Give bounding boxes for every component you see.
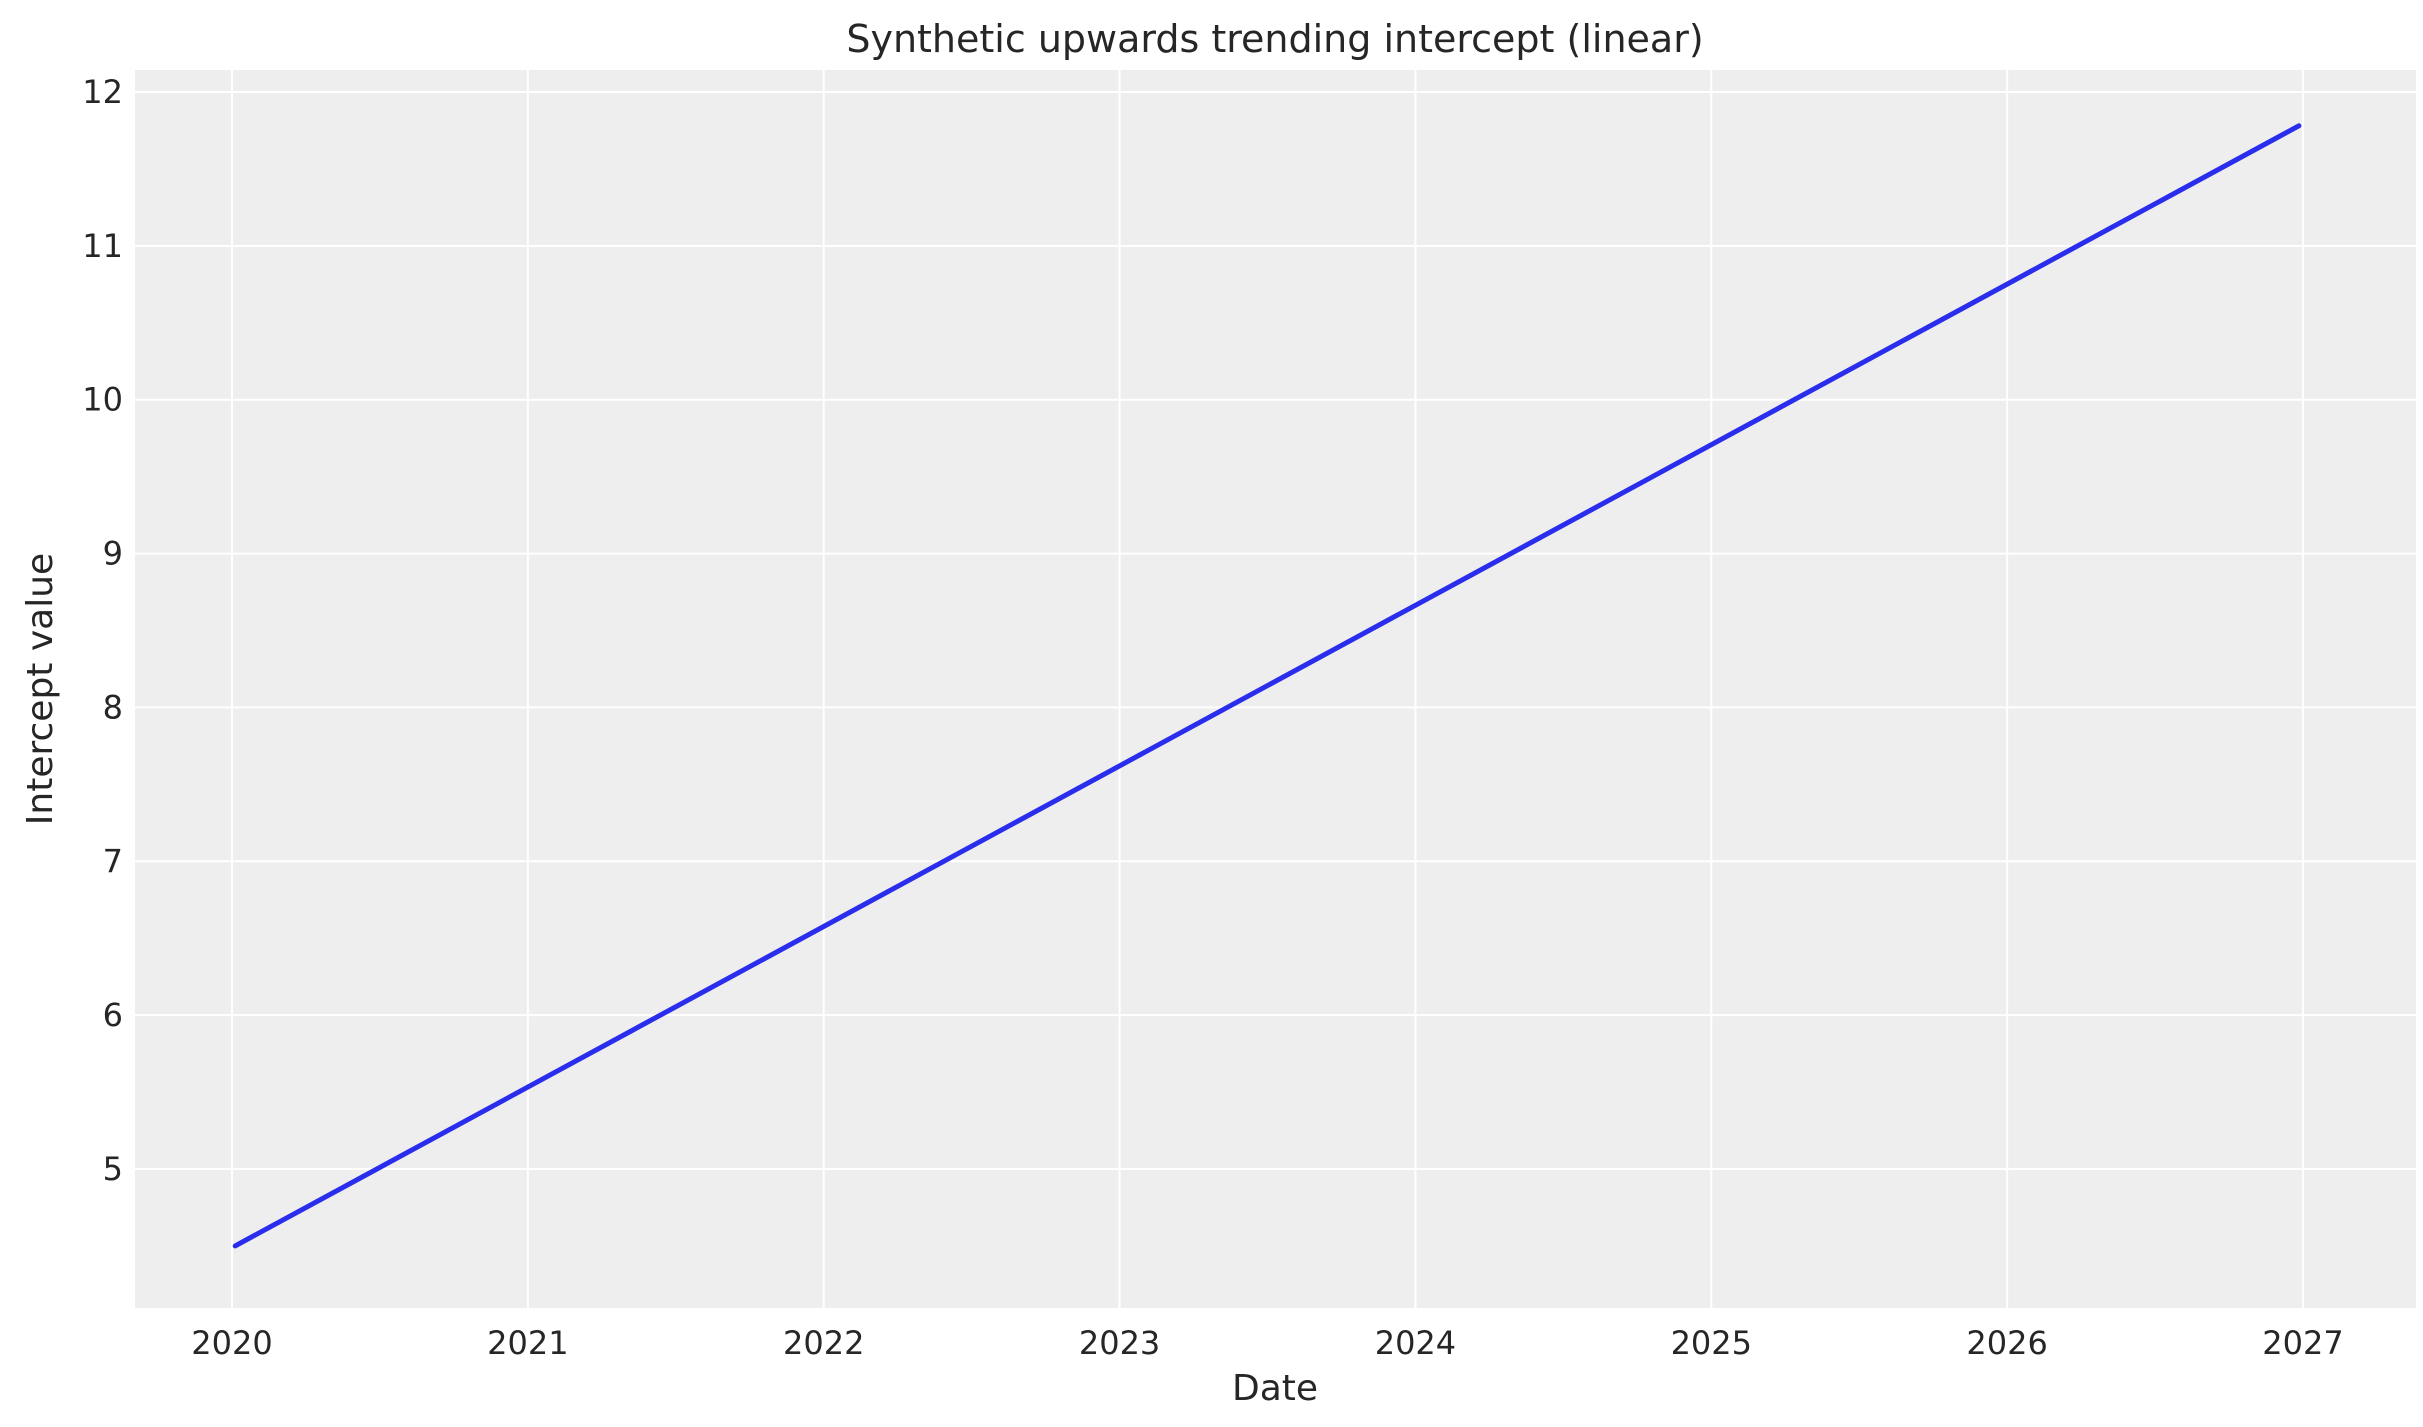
y-tick-label: 9 bbox=[103, 535, 123, 573]
y-tick-labels: 5 6 7 8 9 10 11 12 bbox=[82, 73, 123, 1188]
y-tick-label: 5 bbox=[103, 1150, 123, 1188]
x-tick-label: 2022 bbox=[783, 1324, 864, 1362]
x-tick-label: 2021 bbox=[487, 1324, 568, 1362]
y-tick-label: 10 bbox=[82, 381, 123, 419]
y-axis-label: Intercept value bbox=[20, 553, 61, 825]
x-tick-labels: 2020 2021 2022 2023 2024 2025 2026 2027 bbox=[191, 1324, 2343, 1362]
series-layer bbox=[232, 123, 2302, 1249]
x-tick-label: 2024 bbox=[1375, 1324, 1456, 1362]
x-tick-label: 2020 bbox=[191, 1324, 272, 1362]
x-tick-label: 2025 bbox=[1671, 1324, 1752, 1362]
series-line bbox=[232, 123, 2302, 1249]
y-tick-label: 7 bbox=[103, 842, 123, 880]
x-tick-label: 2026 bbox=[1966, 1324, 2047, 1362]
y-tick-label: 11 bbox=[82, 227, 123, 265]
grid-lines bbox=[135, 70, 2416, 1308]
y-tick-label: 8 bbox=[103, 688, 123, 726]
y-tick-label: 6 bbox=[103, 996, 123, 1034]
y-tick-label: 12 bbox=[82, 73, 123, 111]
x-tick-label: 2023 bbox=[1079, 1324, 1160, 1362]
x-axis-label: Date bbox=[1232, 1368, 1318, 1409]
chart-title: Synthetic upwards trending intercept (li… bbox=[846, 17, 1703, 61]
plot-area bbox=[135, 70, 2416, 1308]
x-tick-label: 2027 bbox=[2262, 1324, 2343, 1362]
